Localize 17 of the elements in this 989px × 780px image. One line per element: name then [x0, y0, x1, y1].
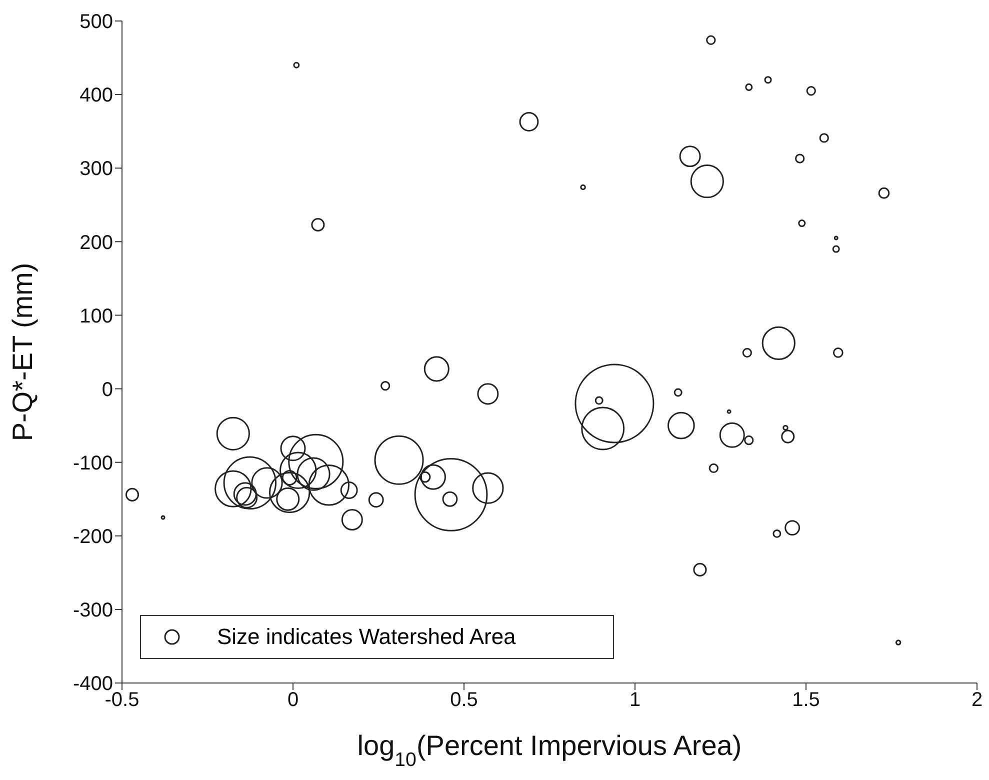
y-tick-label: 100: [80, 305, 113, 328]
x-tick-label: 2: [971, 689, 983, 712]
x-tick-label: 0.5: [450, 689, 478, 712]
y-tick-label: 300: [80, 158, 113, 180]
y-tick-label: -300: [72, 600, 113, 622]
y-tick-label: 200: [80, 232, 113, 254]
x-tick-label: 0: [287, 689, 299, 712]
x-tick-label: 1.5: [792, 689, 820, 712]
y-tick-label: 0: [102, 378, 113, 401]
y-tick-label: 500: [80, 11, 113, 34]
x-axis-title: log$_{10}$(Percent Impervious Area): [357, 730, 742, 771]
x-tick-label: 1: [629, 689, 641, 712]
y-axis-title: P-Q*-ET (mm): [7, 262, 38, 442]
legend-label: Size indicates Watershed Area: [217, 624, 516, 650]
y-tick-label: -100: [72, 452, 113, 474]
y-tick-label: -200: [72, 526, 113, 548]
y-tick-label: 400: [80, 84, 113, 107]
